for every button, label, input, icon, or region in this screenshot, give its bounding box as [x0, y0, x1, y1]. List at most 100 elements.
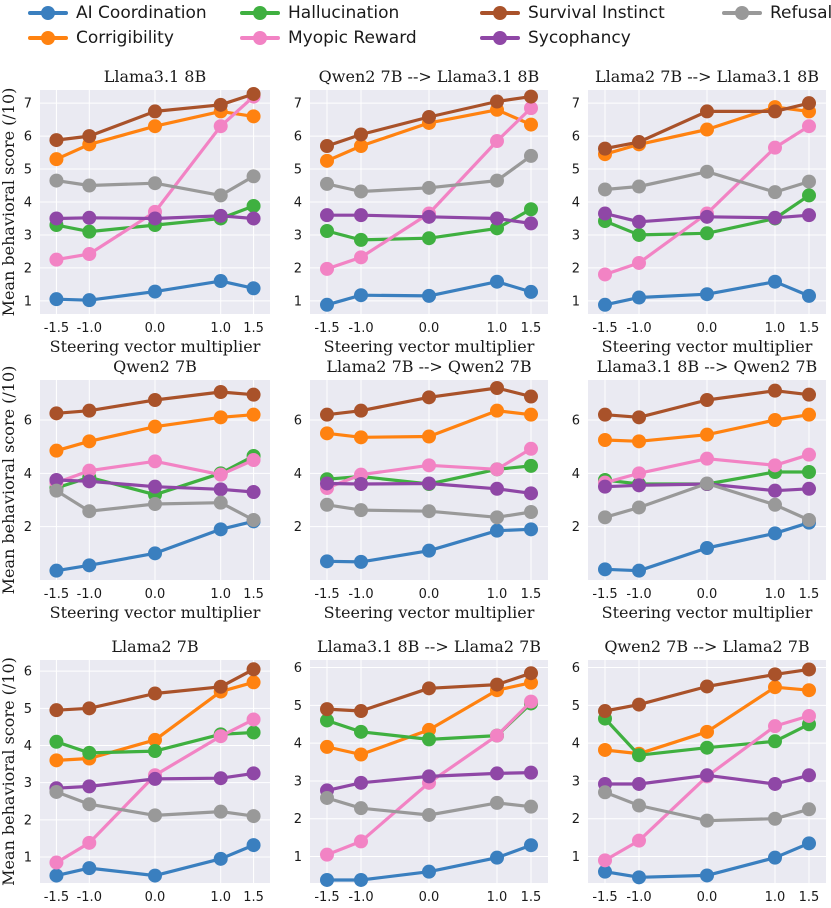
- series-ai-coordination: [49, 274, 261, 308]
- data-point: [148, 454, 162, 469]
- x-axis-label: Steering vector multiplier: [602, 337, 813, 356]
- data-point: [632, 697, 646, 712]
- data-point: [524, 216, 538, 231]
- data-point: [213, 679, 228, 694]
- data-point: [246, 211, 261, 226]
- legend-item-corrigibility: Corrigibility: [28, 25, 174, 51]
- data-point: [490, 134, 504, 149]
- y-tick-label: 2: [24, 261, 32, 276]
- data-point: [213, 385, 228, 399]
- data-point: [49, 443, 64, 458]
- data-point: [700, 740, 714, 755]
- data-point: [354, 801, 368, 816]
- series-sycophancy: [320, 208, 538, 231]
- data-point: [802, 802, 816, 817]
- series-ai-coordination: [320, 522, 538, 569]
- data-point: [354, 503, 368, 518]
- data-point: [490, 677, 504, 692]
- y-tick-label: 4: [572, 737, 580, 752]
- data-point: [49, 211, 64, 226]
- data-point: [49, 868, 64, 883]
- series-survival-instinct: [320, 381, 538, 422]
- y-tick-label: 4: [294, 737, 302, 752]
- y-tick-label: 6: [572, 661, 580, 676]
- x-axis-label: Steering vector multiplier: [324, 603, 535, 622]
- x-tick-label: -1.5: [592, 587, 617, 602]
- data-point: [524, 202, 538, 217]
- data-point: [354, 184, 368, 199]
- data-point: [82, 835, 97, 850]
- data-point: [524, 486, 538, 501]
- data-point: [320, 713, 334, 728]
- legend-item-hallucination: Hallucination: [240, 0, 399, 26]
- y-tick-label: 5: [294, 699, 302, 714]
- data-point: [320, 739, 334, 754]
- data-point: [598, 141, 612, 156]
- data-point: [802, 288, 816, 303]
- data-point: [354, 208, 368, 223]
- x-tick-label: -1.0: [626, 587, 651, 602]
- data-point: [82, 861, 97, 876]
- data-point: [768, 274, 782, 289]
- legend-line-marker-icon: [28, 0, 68, 26]
- series-survival-instinct: [598, 662, 816, 719]
- data-point: [700, 122, 714, 137]
- x-tick-label: 1.0: [487, 587, 508, 602]
- data-point: [148, 119, 162, 134]
- data-point: [320, 261, 334, 276]
- data-point: [700, 868, 714, 883]
- data-point: [82, 403, 97, 418]
- y-tick-label: 2: [572, 812, 580, 827]
- subplot-title: Llama3.1 8B --> Qwen2 7B: [597, 357, 818, 376]
- y-tick-label: 4: [294, 196, 302, 211]
- y-tick-label: 6: [294, 130, 302, 145]
- data-point: [354, 747, 368, 762]
- data-point: [598, 510, 612, 525]
- data-point: [246, 109, 261, 124]
- data-point: [82, 558, 97, 573]
- data-point: [422, 231, 436, 246]
- x-tick-label: 1.5: [243, 587, 264, 602]
- data-point: [422, 864, 436, 879]
- data-point: [802, 513, 816, 527]
- data-point: [700, 287, 714, 302]
- data-point: [802, 174, 816, 189]
- x-tick-label: 1.5: [521, 890, 542, 905]
- data-point: [768, 483, 782, 498]
- data-point: [768, 719, 782, 734]
- data-point: [632, 135, 646, 150]
- y-tick-label: 4: [572, 196, 580, 211]
- x-tick-label: 0.0: [145, 321, 166, 336]
- x-tick-label: 0.0: [419, 587, 440, 602]
- x-tick-label: 1.5: [521, 587, 542, 602]
- subplot-9: Qwen2 7B --> Llama2 7B 1 2 3 4 5 6 -1.5 -1.0 0.0 1…: [572, 637, 826, 908]
- data-point: [490, 381, 504, 395]
- subplot-title: Llama2 7B: [111, 637, 198, 656]
- data-point: [320, 297, 334, 312]
- series-ai-coordination: [320, 274, 538, 312]
- data-point: [213, 97, 228, 112]
- legend-item-ai-coordination: AI Coordination: [28, 0, 207, 26]
- subplot-title: Llama2 7B --> Qwen2 7B: [326, 357, 531, 376]
- data-point: [246, 725, 261, 740]
- data-point: [354, 704, 368, 719]
- series-survival-instinct: [320, 89, 538, 153]
- x-tick-label: 1.0: [765, 890, 786, 905]
- data-point: [320, 139, 334, 153]
- data-point: [354, 724, 368, 739]
- data-point: [82, 701, 97, 716]
- data-point: [246, 281, 261, 296]
- data-point: [632, 478, 646, 493]
- data-point: [598, 742, 612, 757]
- y-axis-label: Mean behavioral score (/10): [0, 366, 18, 595]
- data-point: [213, 771, 228, 786]
- series-refusal: [49, 169, 261, 203]
- data-point: [422, 110, 436, 125]
- data-point: [598, 864, 612, 879]
- x-tick-label: 1.5: [521, 321, 542, 336]
- x-tick-label: 0.0: [697, 587, 718, 602]
- data-point: [524, 148, 538, 163]
- y-tick-label: 6: [572, 414, 580, 429]
- data-point: [598, 267, 612, 282]
